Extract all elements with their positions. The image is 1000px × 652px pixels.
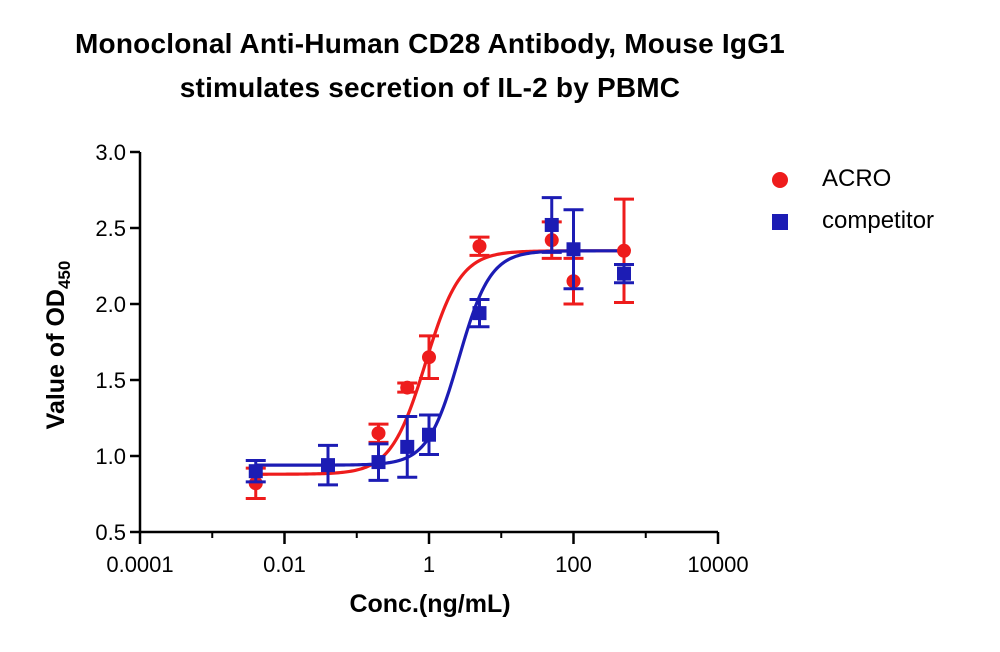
data-point-acro — [371, 426, 386, 441]
data-point-competitor — [248, 464, 263, 479]
legend-label-acro: ACRO — [822, 165, 892, 192]
y-axis-label-sub: 450 — [55, 260, 74, 290]
data-point-acro — [400, 380, 415, 395]
data-point-competitor — [320, 458, 335, 473]
y-tick-label: 3.0 — [95, 140, 126, 165]
chart-title-line2: stimulates secretion of IL-2 by PBMC — [179, 72, 681, 103]
y-tick-label: 1.0 — [95, 444, 126, 469]
y-tick-label: 1.5 — [95, 368, 126, 393]
y-axis-label: Value of OD450 — [42, 261, 75, 430]
data-point-acro — [472, 239, 487, 254]
x-tick-label: 0.0001 — [106, 552, 173, 577]
y-tick-label: 0.5 — [95, 520, 126, 545]
data-point-competitor — [566, 242, 581, 257]
x-tick-label: 10000 — [687, 552, 748, 577]
x-axis-label: Conc.(ng/mL) — [349, 590, 511, 618]
fit-curve-1 — [255, 249, 624, 467]
y-axis-label-main: Value of OD — [42, 289, 70, 430]
data-point-competitor — [422, 427, 436, 442]
data-point-acro — [422, 350, 436, 365]
legend-marker-acro — [772, 172, 788, 188]
data-point-competitor — [472, 306, 487, 321]
data-point-competitor — [544, 217, 559, 232]
legend-label-competitor: competitor — [822, 207, 935, 234]
y-tick-label: 2.5 — [95, 216, 126, 241]
data-point-competitor — [400, 439, 415, 454]
y-tick-label: 2.0 — [95, 292, 126, 317]
legend-marker-competitor — [772, 214, 788, 230]
chart-title-line1: Monoclonal Anti-Human CD28 Antibody, Mou… — [75, 28, 785, 59]
data-point-acro — [248, 476, 263, 491]
data-point-competitor — [617, 266, 632, 281]
data-point-competitor — [371, 455, 386, 470]
x-tick-label: 0.01 — [263, 552, 306, 577]
x-tick-label: 1 — [423, 552, 435, 577]
x-tick-label: 100 — [555, 552, 592, 577]
data-point-acro — [617, 243, 632, 258]
